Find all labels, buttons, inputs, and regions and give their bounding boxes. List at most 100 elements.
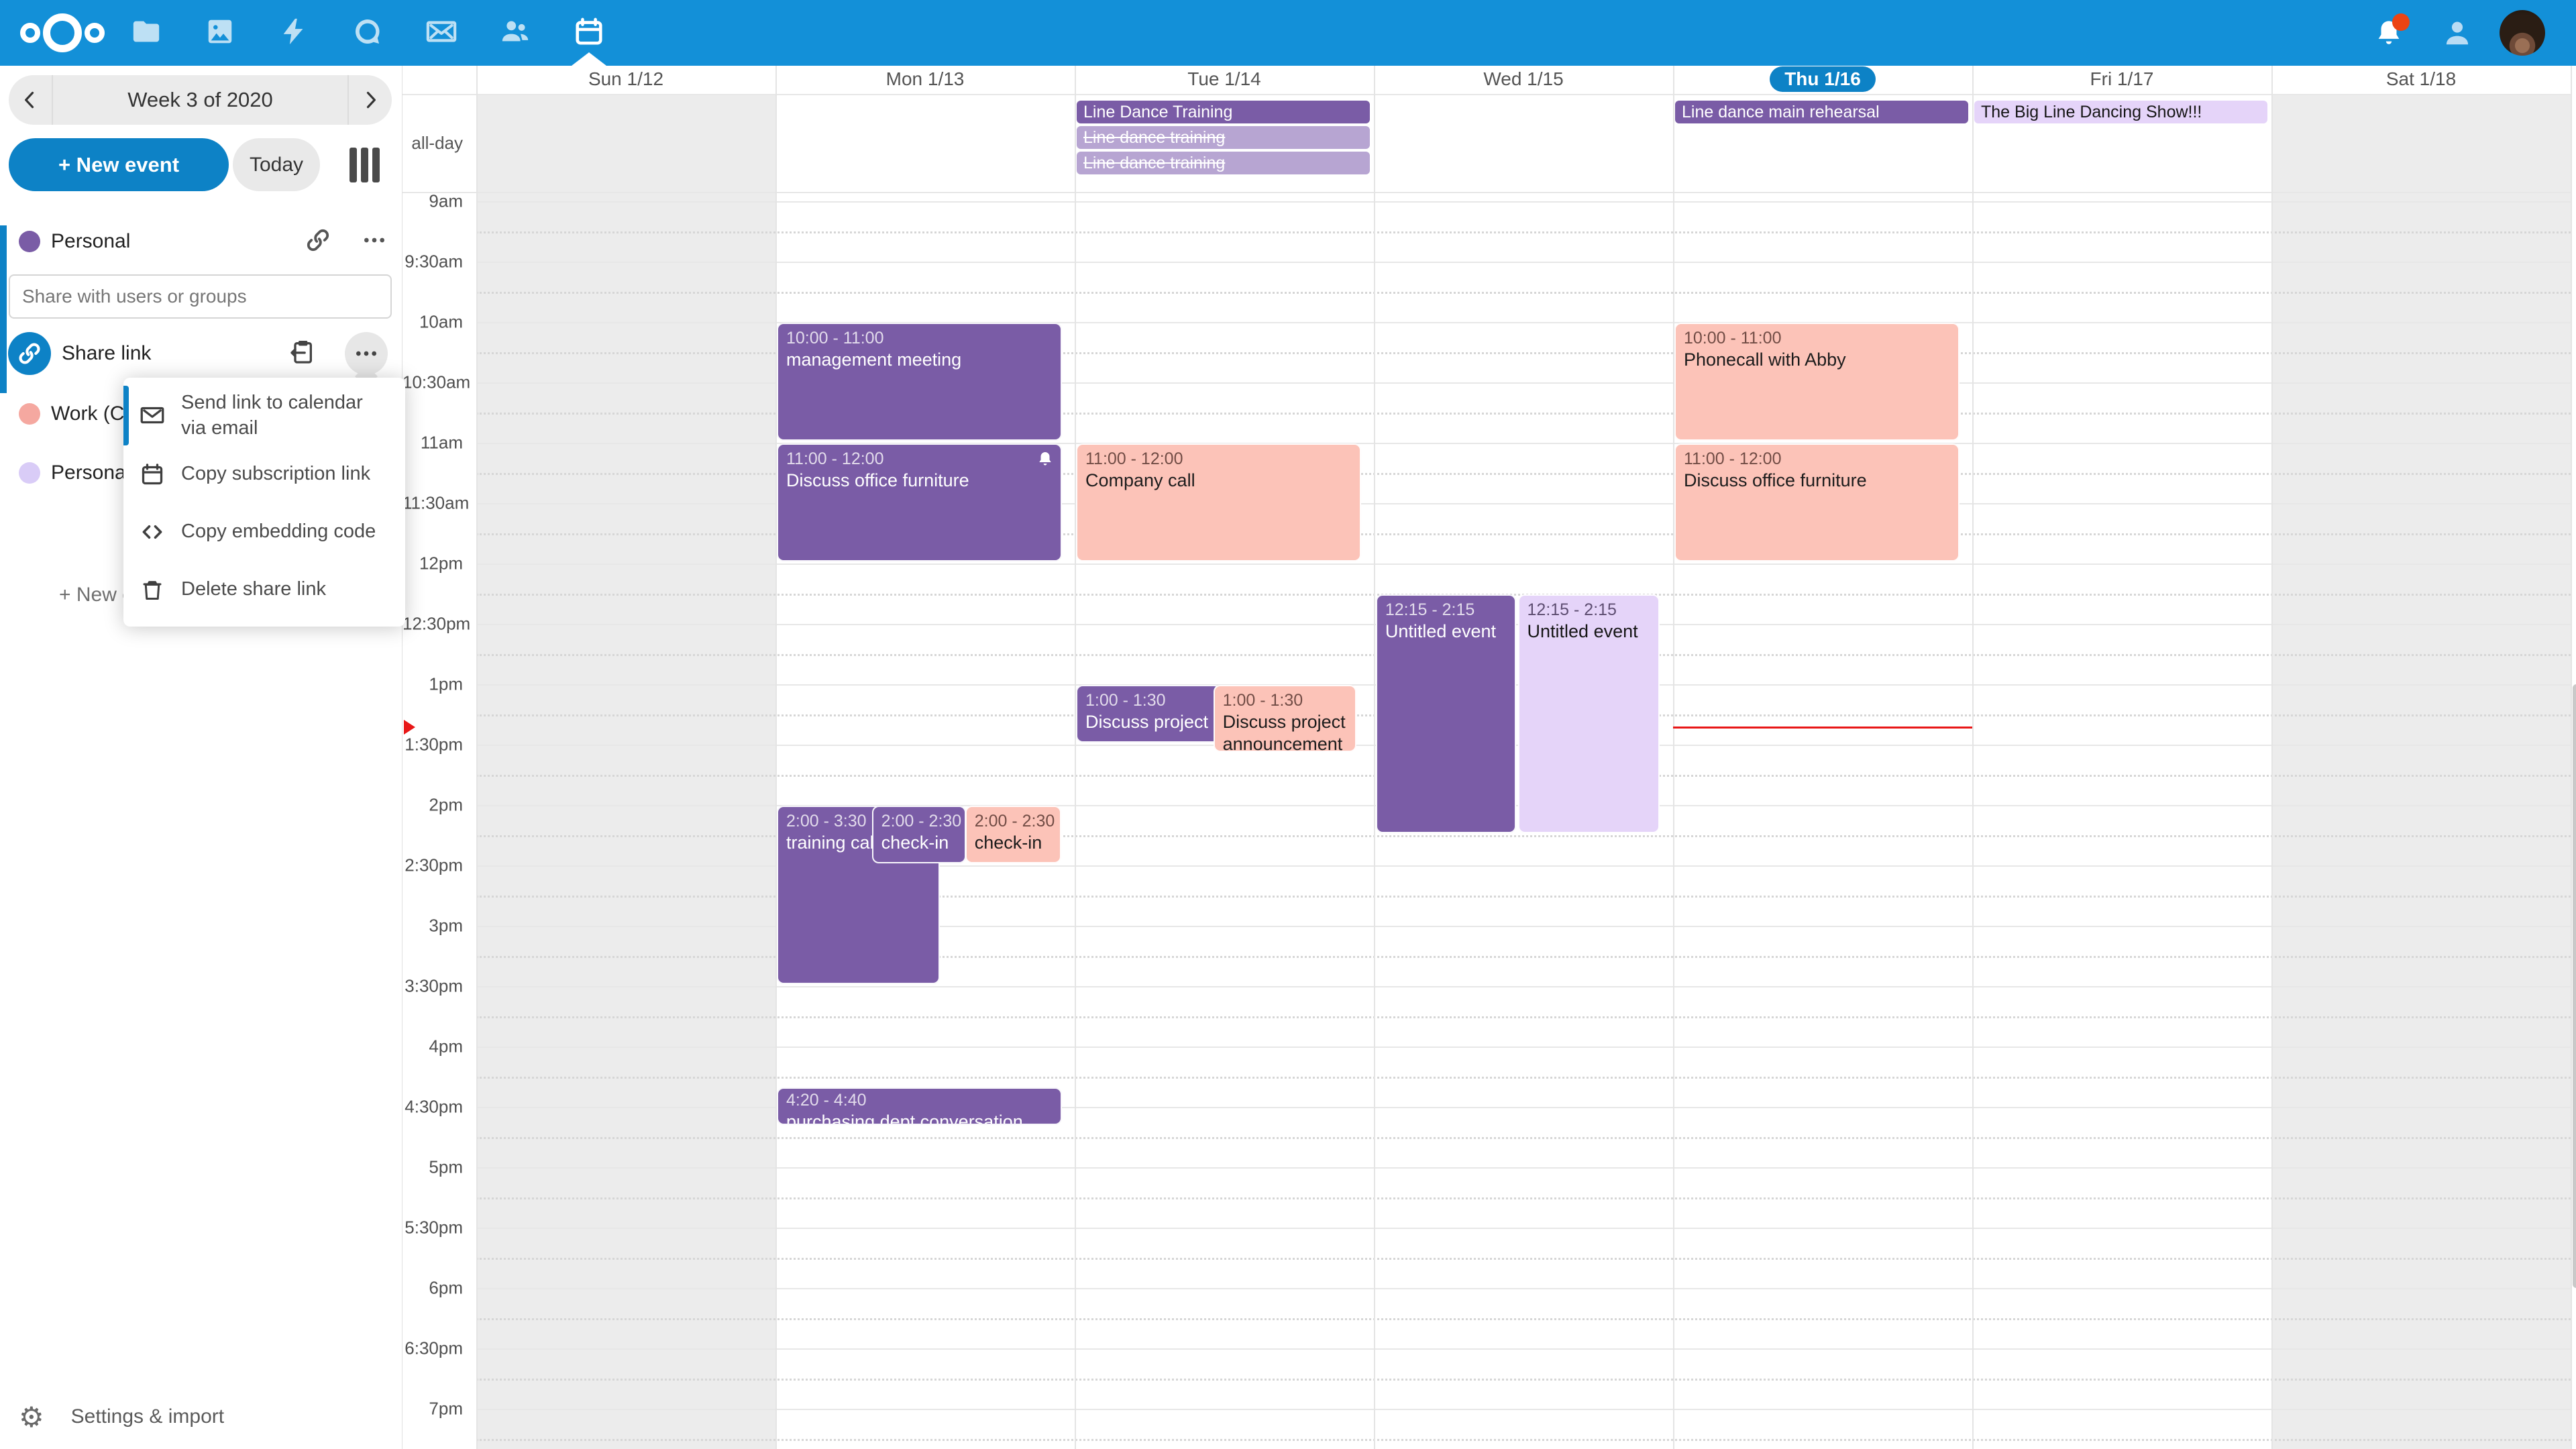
event-title: Discuss office furniture bbox=[1684, 470, 1867, 490]
calendar-item-personal[interactable]: Personal bbox=[0, 219, 402, 264]
day-header[interactable]: Thu 1/16 bbox=[1673, 66, 1972, 94]
grid-line bbox=[476, 1348, 2571, 1350]
nav-app-calendar[interactable] bbox=[573, 0, 605, 66]
event[interactable]: 12:15 - 2:15 Untitled event bbox=[1517, 594, 1660, 833]
event[interactable]: 1:00 - 1:30 Discuss project announcement bbox=[1213, 685, 1356, 752]
day-header[interactable]: Fri 1/17 bbox=[2090, 68, 2154, 89]
scrollbar-thumb[interactable] bbox=[2573, 684, 2576, 1288]
allday-event[interactable]: Line dance training bbox=[1077, 126, 1370, 149]
event-time: 2:00 - 3:30 bbox=[786, 812, 867, 830]
image-icon bbox=[205, 16, 235, 50]
column-border bbox=[476, 66, 478, 1449]
menu-item-copy-embedding-code[interactable]: Copy embedding code bbox=[123, 503, 405, 561]
event[interactable]: 11:00 - 12:00 Discuss office furniture bbox=[777, 443, 1062, 561]
nav-app-mail[interactable] bbox=[425, 0, 458, 66]
nav-app-photos[interactable] bbox=[204, 0, 236, 66]
grid-line bbox=[476, 1439, 2571, 1441]
day-header[interactable]: Sun 1/12 bbox=[588, 68, 664, 89]
share-link-actions-menu-icon[interactable] bbox=[345, 332, 388, 375]
today-button[interactable]: Today bbox=[233, 138, 320, 191]
sidebar: Week 3 of 2020 + New event Today Persona… bbox=[0, 66, 405, 1449]
menu-item-send-link-to-calendar-via-email[interactable]: Send link to calendar via email bbox=[123, 386, 405, 445]
event-time: 12:15 - 2:15 bbox=[1385, 600, 1475, 619]
time-label: 1:30pm bbox=[405, 734, 463, 755]
event[interactable]: 11:00 - 12:00 Company call bbox=[1076, 443, 1361, 561]
time-label: 2pm bbox=[429, 794, 463, 815]
menu-item-delete-share-link[interactable]: Delete share link bbox=[123, 561, 405, 619]
grid-line bbox=[476, 1288, 2571, 1289]
settings-button[interactable]: ⚙ Settings & import bbox=[19, 1401, 224, 1433]
time-label: 6pm bbox=[429, 1277, 463, 1298]
event-time: 12:15 - 2:15 bbox=[1527, 600, 1617, 619]
new-calendar-button[interactable]: + New c bbox=[59, 584, 133, 606]
column-border bbox=[2271, 66, 2273, 1449]
grid-line bbox=[476, 956, 2571, 958]
time-label: 5:30pm bbox=[405, 1217, 463, 1238]
event-title: Untitled event bbox=[1527, 621, 1638, 641]
lightning-icon bbox=[278, 16, 309, 50]
nav-app-activity[interactable] bbox=[278, 0, 310, 66]
nav-app-contacts[interactable] bbox=[499, 0, 531, 66]
avatar[interactable] bbox=[2500, 10, 2545, 56]
nav-app-files[interactable] bbox=[130, 0, 162, 66]
grid-line bbox=[476, 1107, 2571, 1108]
time-label: 3:30pm bbox=[405, 975, 463, 996]
contacts-menu-icon[interactable] bbox=[2442, 17, 2473, 48]
column-border bbox=[1374, 66, 1375, 1449]
event[interactable]: 12:15 - 2:15 Untitled event bbox=[1375, 594, 1516, 833]
day-header[interactable]: Tue 1/14 bbox=[1187, 68, 1261, 89]
calendar-item-personal-2[interactable]: Persona bbox=[0, 451, 402, 495]
time-label: 3pm bbox=[429, 915, 463, 936]
grid-line bbox=[476, 1137, 2571, 1139]
event[interactable]: 4:20 - 4:40 purchasing dept conversation bbox=[777, 1087, 1062, 1126]
calendar-icon bbox=[574, 16, 604, 50]
calendar-name: Personal bbox=[51, 230, 131, 252]
event-time: 2:00 - 2:30 bbox=[881, 812, 962, 830]
event[interactable]: 10:00 - 11:00 Phonecall with Abby bbox=[1674, 323, 1960, 441]
day-header[interactable]: Mon 1/13 bbox=[885, 68, 965, 89]
day-header[interactable]: Wed 1/15 bbox=[1483, 68, 1564, 89]
event[interactable]: 11:00 - 12:00 Discuss office furniture bbox=[1674, 443, 1960, 561]
time-label: 10:30am bbox=[402, 372, 471, 392]
event-title: Phonecall with Abby bbox=[1684, 350, 1846, 370]
event-time: 10:00 - 11:00 bbox=[786, 329, 884, 347]
allday-event[interactable]: Line dance main rehearsal bbox=[1675, 101, 1968, 123]
new-event-button[interactable]: + New event bbox=[9, 138, 229, 191]
nav-app-talk[interactable] bbox=[352, 0, 384, 66]
nextcloud-logo[interactable] bbox=[0, 0, 123, 66]
current-time-arrow-icon bbox=[404, 720, 415, 735]
calendar-actions-menu-icon[interactable] bbox=[361, 227, 388, 257]
event[interactable]: 10:00 - 11:00 management meeting bbox=[777, 323, 1062, 441]
grid-line bbox=[476, 986, 2571, 987]
grid-line bbox=[476, 1046, 2571, 1048]
current-time-line bbox=[1673, 727, 1972, 729]
grid-line bbox=[476, 292, 2571, 294]
grid-line bbox=[476, 926, 2571, 927]
shared-link-icon[interactable] bbox=[305, 227, 331, 257]
grid-line bbox=[476, 1167, 2571, 1169]
event[interactable]: 1:00 - 1:30 Discuss project announcement bbox=[1076, 685, 1221, 743]
allday-event[interactable]: The Big Line Dancing Show!!! bbox=[1974, 101, 2267, 123]
grid-line bbox=[476, 1318, 2571, 1320]
event[interactable]: 2:00 - 2:30 check-in bbox=[871, 806, 966, 863]
allday-event[interactable]: Line dance training bbox=[1077, 152, 1370, 174]
column-border bbox=[2571, 66, 2572, 1449]
day-header[interactable]: Sat 1/18 bbox=[2385, 68, 2457, 89]
time-label: 9:30am bbox=[405, 251, 463, 272]
share-link-row[interactable]: Share link bbox=[0, 331, 402, 376]
event-time: 1:00 - 1:30 bbox=[1085, 691, 1166, 710]
previous-week-button[interactable] bbox=[9, 75, 53, 125]
next-week-button[interactable] bbox=[347, 75, 392, 125]
event-time: 10:00 - 11:00 bbox=[1684, 329, 1782, 347]
copy-link-clipboard-icon[interactable] bbox=[288, 339, 315, 369]
weekend-column-background[interactable] bbox=[2271, 94, 2571, 1449]
share-input[interactable] bbox=[9, 274, 392, 319]
event[interactable]: 2:00 - 2:30 check-in bbox=[965, 806, 1061, 863]
menu-item-copy-subscription-link[interactable]: Copy subscription link bbox=[123, 445, 405, 503]
view-toggle-button[interactable] bbox=[350, 145, 387, 185]
notifications-bell-icon[interactable] bbox=[2373, 13, 2410, 48]
calendar-item-work[interactable]: Work (C bbox=[0, 392, 402, 436]
weekend-column-background[interactable] bbox=[476, 94, 775, 1449]
allday-event[interactable]: Line Dance Training bbox=[1077, 101, 1370, 123]
reminder-bell-icon bbox=[1036, 450, 1054, 471]
